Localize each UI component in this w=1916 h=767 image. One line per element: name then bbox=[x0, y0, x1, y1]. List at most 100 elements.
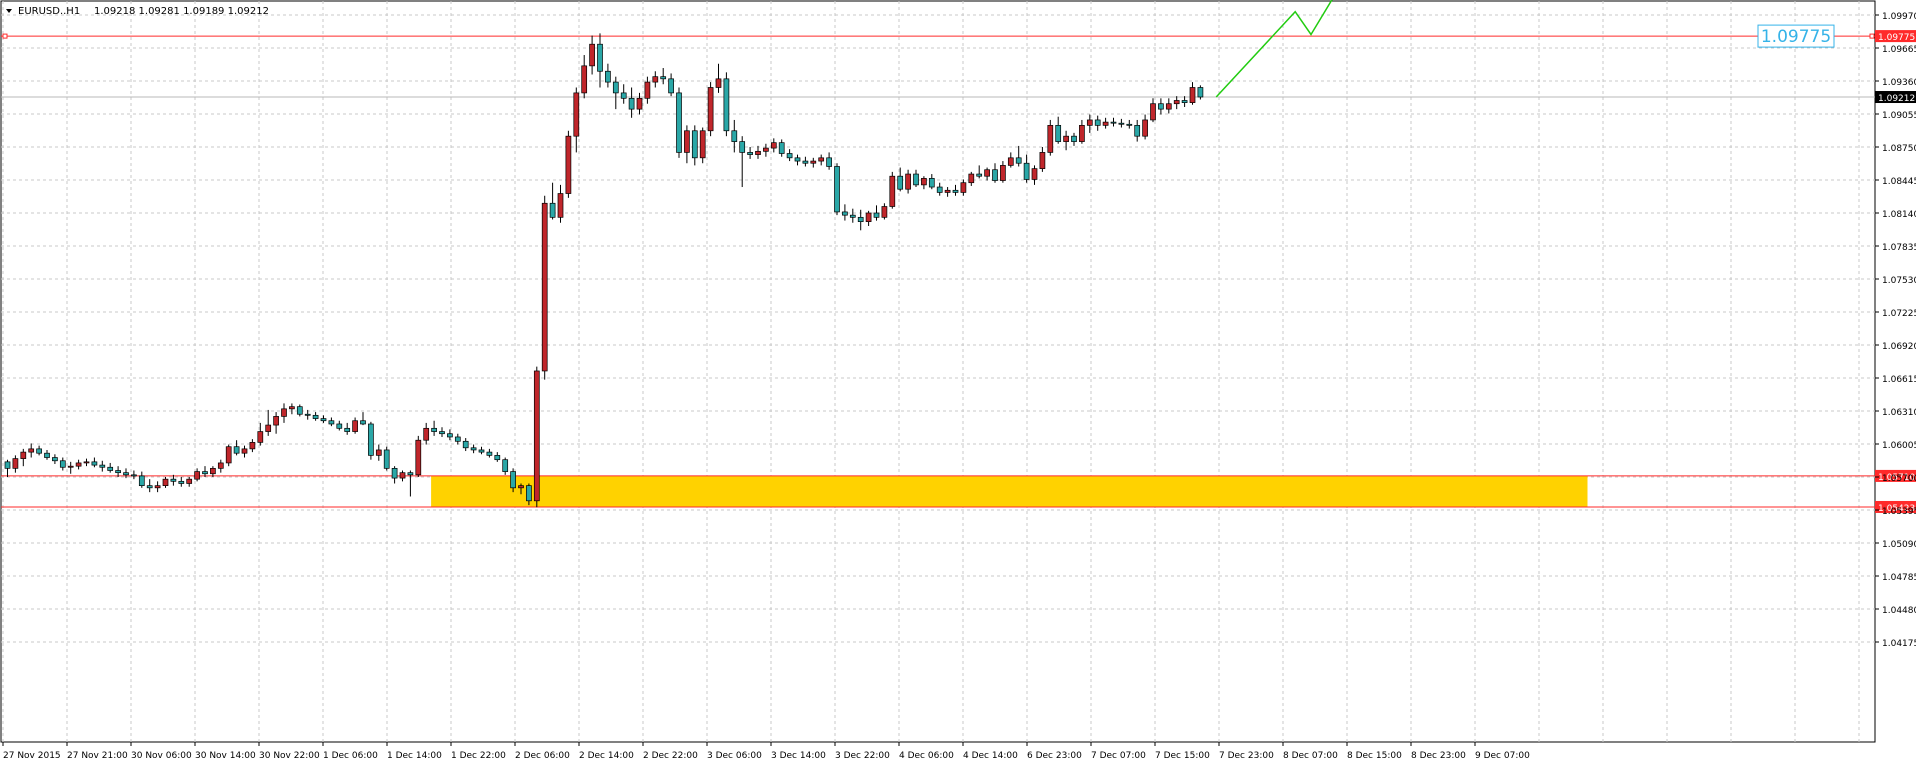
level-anchor-icon[interactable] bbox=[1869, 33, 1875, 39]
candle-body bbox=[360, 420, 366, 425]
price-tick-label: 1.06005 bbox=[1882, 441, 1916, 451]
candle-body bbox=[952, 189, 959, 193]
level-price-label: 1.05710 bbox=[1878, 473, 1915, 483]
candle-body bbox=[44, 452, 50, 458]
candle-body bbox=[1142, 119, 1148, 137]
candle-body bbox=[636, 97, 643, 110]
candle-body bbox=[138, 475, 145, 487]
candle-body bbox=[312, 414, 319, 419]
time-tick-label: 3 Dec 22:00 bbox=[835, 751, 890, 761]
time-tick-label: 7 Dec 23:00 bbox=[1219, 751, 1274, 761]
candle-body bbox=[810, 160, 817, 164]
candle-body bbox=[146, 485, 153, 489]
candle-body bbox=[913, 173, 919, 186]
time-tick-label: 3 Dec 06:00 bbox=[707, 751, 762, 761]
projection-path bbox=[1215, 0, 1390, 98]
price-axis: 1.09970 1.09665 1.09360 1.09055 1.08750 1.084… bbox=[1875, 12, 1916, 649]
candle-body bbox=[897, 175, 904, 190]
candle-body bbox=[407, 472, 414, 476]
price-tick-label: 1.09055 bbox=[1882, 111, 1916, 121]
candle-body bbox=[660, 76, 667, 80]
candle-body bbox=[541, 202, 548, 372]
candle-body bbox=[12, 458, 19, 469]
candle-body bbox=[296, 406, 303, 415]
candle-body bbox=[1181, 100, 1188, 103]
candle-body bbox=[447, 433, 453, 438]
candle-body bbox=[304, 413, 311, 416]
candle-body bbox=[676, 92, 682, 153]
candle-body bbox=[336, 423, 343, 429]
time-tick-label: 8 Dec 07:00 bbox=[1283, 751, 1338, 761]
candle-body bbox=[1165, 103, 1172, 110]
candle-body bbox=[960, 182, 967, 193]
candle-body bbox=[273, 416, 279, 426]
candle-body bbox=[178, 480, 185, 484]
candle-body bbox=[328, 420, 335, 425]
candle-body bbox=[612, 81, 619, 94]
time-tick-label: 2 Dec 06:00 bbox=[515, 751, 570, 761]
time-tick-label: 4 Dec 06:00 bbox=[899, 751, 954, 761]
candle-body bbox=[1118, 122, 1125, 125]
price-tick-label: 1.04785 bbox=[1882, 573, 1916, 583]
candle-body bbox=[581, 65, 588, 94]
time-tick-label: 8 Dec 23:00 bbox=[1411, 751, 1466, 761]
candle-body bbox=[1134, 125, 1141, 137]
candle-body bbox=[557, 193, 564, 218]
candle-body bbox=[589, 43, 595, 67]
candle-body bbox=[707, 87, 714, 132]
current-price-label: 1.09212 bbox=[1878, 94, 1915, 104]
time-tick-label: 1 Dec 22:00 bbox=[451, 751, 506, 761]
candle-body bbox=[415, 439, 422, 476]
dropdown-triangle-icon[interactable] bbox=[6, 9, 12, 13]
symbol-label: EURUSD..H1 bbox=[18, 6, 80, 17]
time-axis: 27 Nov 2015 27 Nov 21:00 30 Nov 06:00 30 No… bbox=[2, 742, 1530, 761]
candle-body bbox=[691, 130, 698, 159]
candle-body bbox=[549, 202, 556, 218]
time-tick-label: 4 Dec 14:00 bbox=[963, 751, 1018, 761]
candle-body bbox=[1189, 87, 1196, 103]
candle-body bbox=[320, 418, 327, 422]
candle-body bbox=[257, 431, 264, 443]
candle-body bbox=[154, 485, 161, 489]
level-price-label: 1.09775 bbox=[1878, 33, 1915, 43]
candle-body bbox=[1055, 125, 1062, 142]
candle-body bbox=[739, 141, 746, 153]
candle-body bbox=[502, 459, 509, 472]
price-tick-label: 1.06920 bbox=[1882, 342, 1916, 352]
candles bbox=[4, 33, 1204, 508]
candle-body bbox=[699, 130, 706, 159]
candle-body bbox=[1047, 125, 1054, 153]
price-tick-label: 1.08445 bbox=[1882, 177, 1916, 187]
time-tick-label: 1 Dec 14:00 bbox=[387, 751, 442, 761]
candle-body bbox=[383, 449, 390, 469]
support-zone-rect bbox=[431, 475, 1588, 507]
candle-body bbox=[194, 471, 200, 480]
candle-body bbox=[1158, 103, 1164, 110]
level-anchor-icon[interactable] bbox=[2, 33, 8, 39]
candle-body bbox=[162, 478, 169, 487]
candle-body bbox=[652, 76, 659, 83]
candle-body bbox=[91, 461, 98, 466]
ohlc-values: 1.09218 1.09281 1.09189 1.09212 bbox=[94, 6, 269, 17]
candle-body bbox=[865, 212, 872, 223]
price-tick-label: 1.09360 bbox=[1882, 78, 1916, 88]
time-tick-label: 30 Nov 14:00 bbox=[195, 751, 256, 761]
projection-line[interactable] bbox=[1215, 0, 1390, 98]
candle-body bbox=[265, 424, 272, 432]
candle-body bbox=[984, 169, 990, 177]
candle-body bbox=[75, 462, 82, 467]
time-tick-label: 30 Nov 22:00 bbox=[259, 751, 320, 761]
candle-body bbox=[59, 460, 66, 468]
grid bbox=[1, 1, 1875, 742]
candle-body bbox=[344, 427, 351, 432]
target-label-box: 1.09775 bbox=[1757, 24, 1835, 48]
candle-body bbox=[565, 135, 572, 194]
candle-body bbox=[857, 216, 864, 223]
candle-body bbox=[1150, 103, 1156, 121]
time-tick-label: 27 Nov 2015 bbox=[3, 751, 61, 761]
candle-body bbox=[992, 169, 998, 181]
candle-body bbox=[763, 147, 769, 152]
candle-body bbox=[20, 451, 27, 459]
